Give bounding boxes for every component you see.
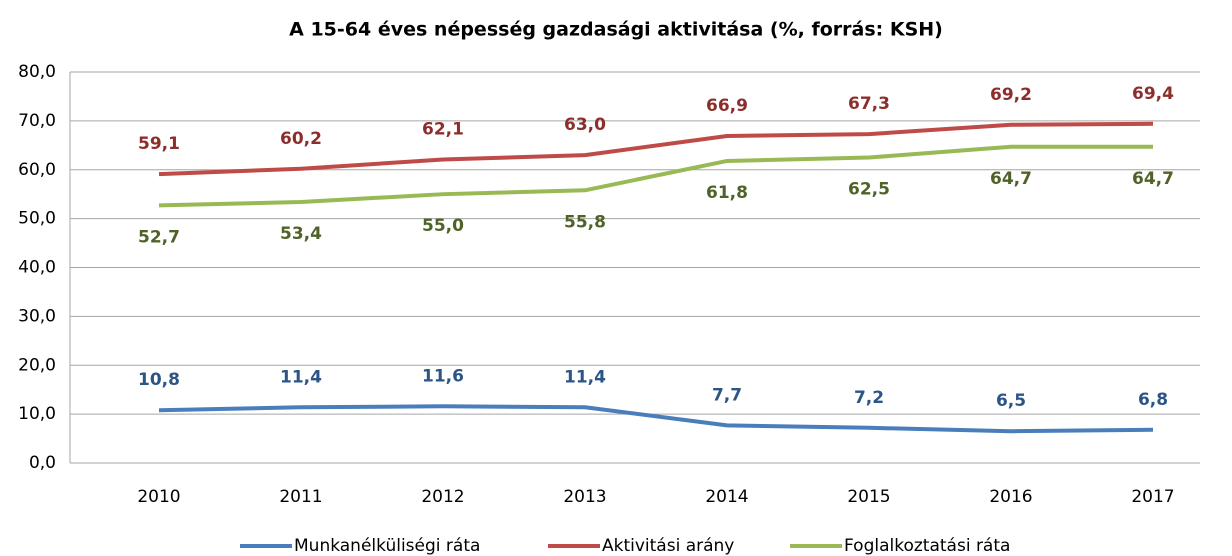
data-label: 63,0 — [564, 115, 606, 135]
x-tick-label: 2010 — [137, 487, 180, 507]
series-line — [158, 404, 1154, 434]
y-tick-label: 40,0 — [18, 258, 56, 278]
x-tick-label: 2011 — [279, 487, 322, 507]
series-line — [158, 121, 1154, 177]
y-tick-label: 80,0 — [18, 62, 56, 82]
x-tick-label: 2016 — [989, 487, 1032, 507]
data-label: 11,4 — [280, 367, 322, 387]
x-tick-label: 2015 — [847, 487, 890, 507]
data-label: 64,7 — [1132, 169, 1174, 189]
chart-title: A 15-64 éves népesség gazdasági aktivitá… — [289, 19, 943, 41]
data-label: 55,0 — [422, 216, 464, 236]
y-tick-label: 20,0 — [18, 355, 56, 375]
data-label: 62,5 — [848, 180, 890, 200]
data-label: 11,6 — [422, 366, 464, 386]
data-label: 53,4 — [280, 224, 322, 244]
data-label: 66,9 — [706, 96, 748, 116]
legend-label: Foglalkoztatási ráta — [844, 536, 1010, 556]
y-tick-label: 0,0 — [29, 453, 56, 473]
legend-label: Munkanélküliségi ráta — [294, 536, 480, 556]
y-tick-label: 60,0 — [18, 160, 56, 180]
x-tick-label: 2014 — [705, 487, 748, 507]
x-tick-label: 2017 — [1131, 487, 1174, 507]
x-tick-label: 2012 — [421, 487, 464, 507]
data-label: 7,7 — [712, 385, 742, 405]
data-label: 7,2 — [854, 388, 884, 408]
data-label: 52,7 — [138, 227, 180, 247]
data-label: 62,1 — [422, 119, 464, 139]
x-tick-label: 2013 — [563, 487, 606, 507]
y-tick-label: 10,0 — [18, 404, 56, 424]
data-label: 6,5 — [996, 391, 1026, 411]
data-label: 59,1 — [138, 134, 180, 154]
data-label: 11,4 — [564, 367, 606, 387]
data-label: 6,8 — [1138, 390, 1168, 410]
data-label: 64,7 — [990, 169, 1032, 189]
y-tick-label: 30,0 — [18, 306, 56, 326]
data-label: 61,8 — [706, 183, 748, 203]
y-tick-label: 50,0 — [18, 209, 56, 229]
data-label: 10,8 — [138, 370, 180, 390]
data-label: 69,2 — [990, 85, 1032, 105]
data-label: 69,4 — [1132, 84, 1174, 104]
data-label: 55,8 — [564, 212, 606, 232]
data-label: 67,3 — [848, 94, 890, 114]
y-tick-label: 70,0 — [18, 111, 56, 131]
data-label: 60,2 — [280, 129, 322, 149]
legend-label: Aktivitási arány — [602, 536, 734, 556]
series-line — [158, 144, 1153, 208]
